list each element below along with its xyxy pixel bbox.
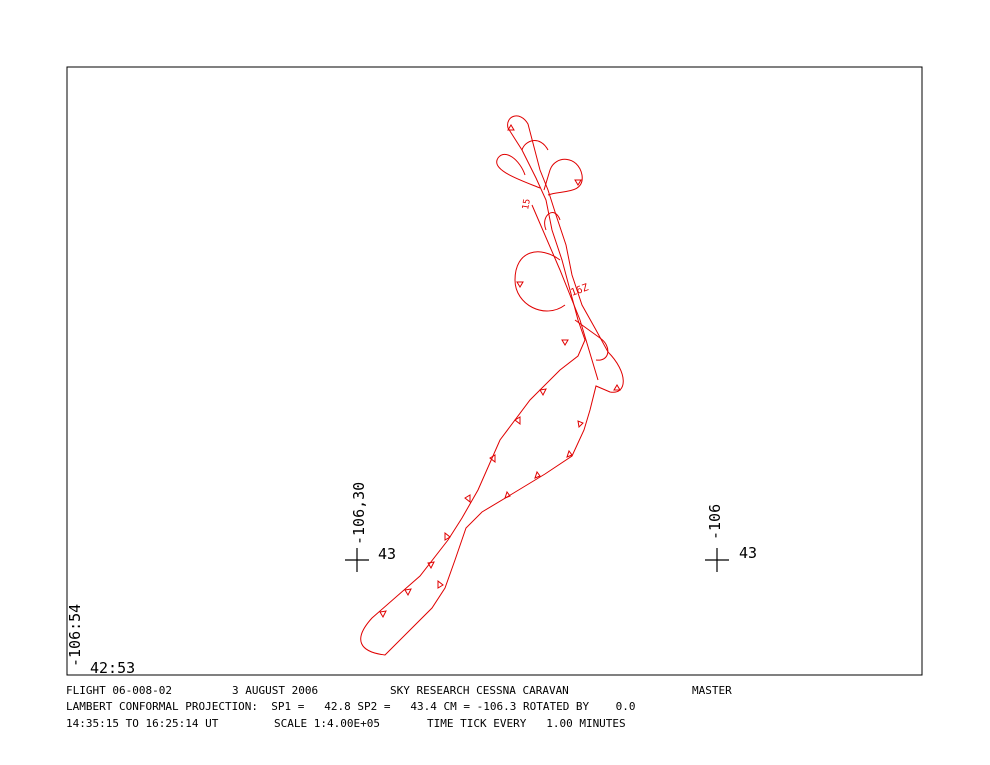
lat-label: 43 bbox=[739, 544, 757, 562]
footer-projection: LAMBERT CONFORMAL PROJECTION: SP1 = 42.8… bbox=[66, 700, 636, 713]
time-label: 16Z bbox=[569, 282, 590, 299]
corner-lon: -106:54 bbox=[66, 604, 84, 667]
flight-track bbox=[360, 115, 624, 656]
lon-label: -106 bbox=[706, 504, 724, 540]
lon-label: -106,30 bbox=[350, 482, 368, 545]
footer-date: 3 AUGUST 2006 bbox=[232, 684, 318, 697]
grid-crosses bbox=[345, 548, 729, 572]
footer-time-range: 14:35:15 TO 16:25:14 UT bbox=[66, 717, 219, 730]
map-frame bbox=[66, 66, 923, 676]
footer-flight: FLIGHT 06-008-02 bbox=[66, 684, 172, 697]
corner-lat: 42:53 bbox=[90, 659, 135, 677]
footer-tick: TIME TICK EVERY 1.00 MINUTES bbox=[427, 717, 626, 730]
footer-scale: SCALE 1:4.00E+05 bbox=[274, 717, 380, 730]
lat-label: 43 bbox=[378, 545, 396, 563]
time-label: 15 bbox=[521, 198, 533, 210]
footer-aircraft: SKY RESEARCH CESSNA CARAVAN bbox=[390, 684, 569, 697]
footer-mode: MASTER bbox=[692, 684, 732, 697]
